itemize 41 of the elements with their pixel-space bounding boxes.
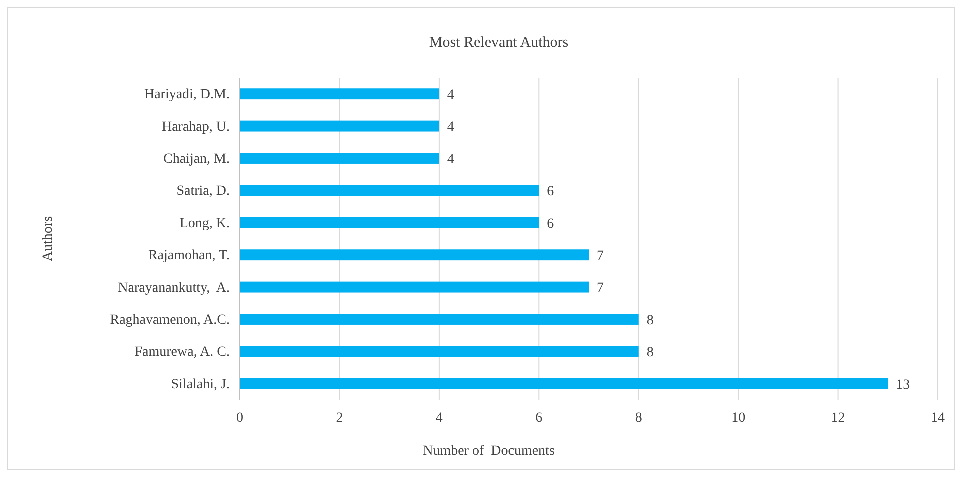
x-tick-label: 12 [831,410,846,426]
bar [240,153,440,164]
data-label: 7 [597,281,604,296]
y-tick-label: Harahap, U. [162,120,230,135]
data-label: 8 [646,313,654,328]
y-tick-label: Raghavamenon, A.C. [110,312,230,328]
y-tick-label: Hariyadi, D.M. [144,88,230,103]
data-label: 4 [447,152,454,168]
x-tick-label: 14 [931,410,945,426]
y-axis-title: Authors [41,216,56,262]
bar [240,346,639,358]
data-label: 13 [896,378,910,393]
x-axis-title: Number of Documents [423,444,555,459]
data-label: 4 [447,120,454,136]
x-tick-label: 6 [536,410,543,426]
x-tick-label: 8 [635,410,642,426]
x-tick-label: 4 [436,410,443,426]
y-tick-label: Long, K. [180,216,230,232]
x-tick-label: 0 [236,410,244,426]
y-tick-label: Famurewa, A. C. [134,345,230,360]
y-tick-label: Silalahi, J. [171,377,230,392]
y-tick-label: Rajamohan, T. [148,248,230,264]
data-label: 6 [547,184,554,200]
data-label: 4 [447,88,454,103]
data-label: 6 [547,216,554,232]
bar [240,378,888,390]
x-tick-label: 2 [336,410,344,426]
chart-title: Most Relevant Authors [429,35,569,51]
bar [240,250,589,261]
x-tick-label: 10 [732,410,746,426]
bar [240,120,440,132]
data-label: 8 [646,346,654,361]
bar [240,88,440,100]
y-tick-label: Satria, D. [176,184,230,200]
data-label: 7 [597,249,604,264]
y-tick-label: Chaijan, M. [164,152,230,167]
bar [240,185,540,196]
bar [240,314,639,325]
y-tick-label: Narayanankutty, A. [118,280,230,296]
bar [240,282,589,293]
bar [240,217,540,228]
